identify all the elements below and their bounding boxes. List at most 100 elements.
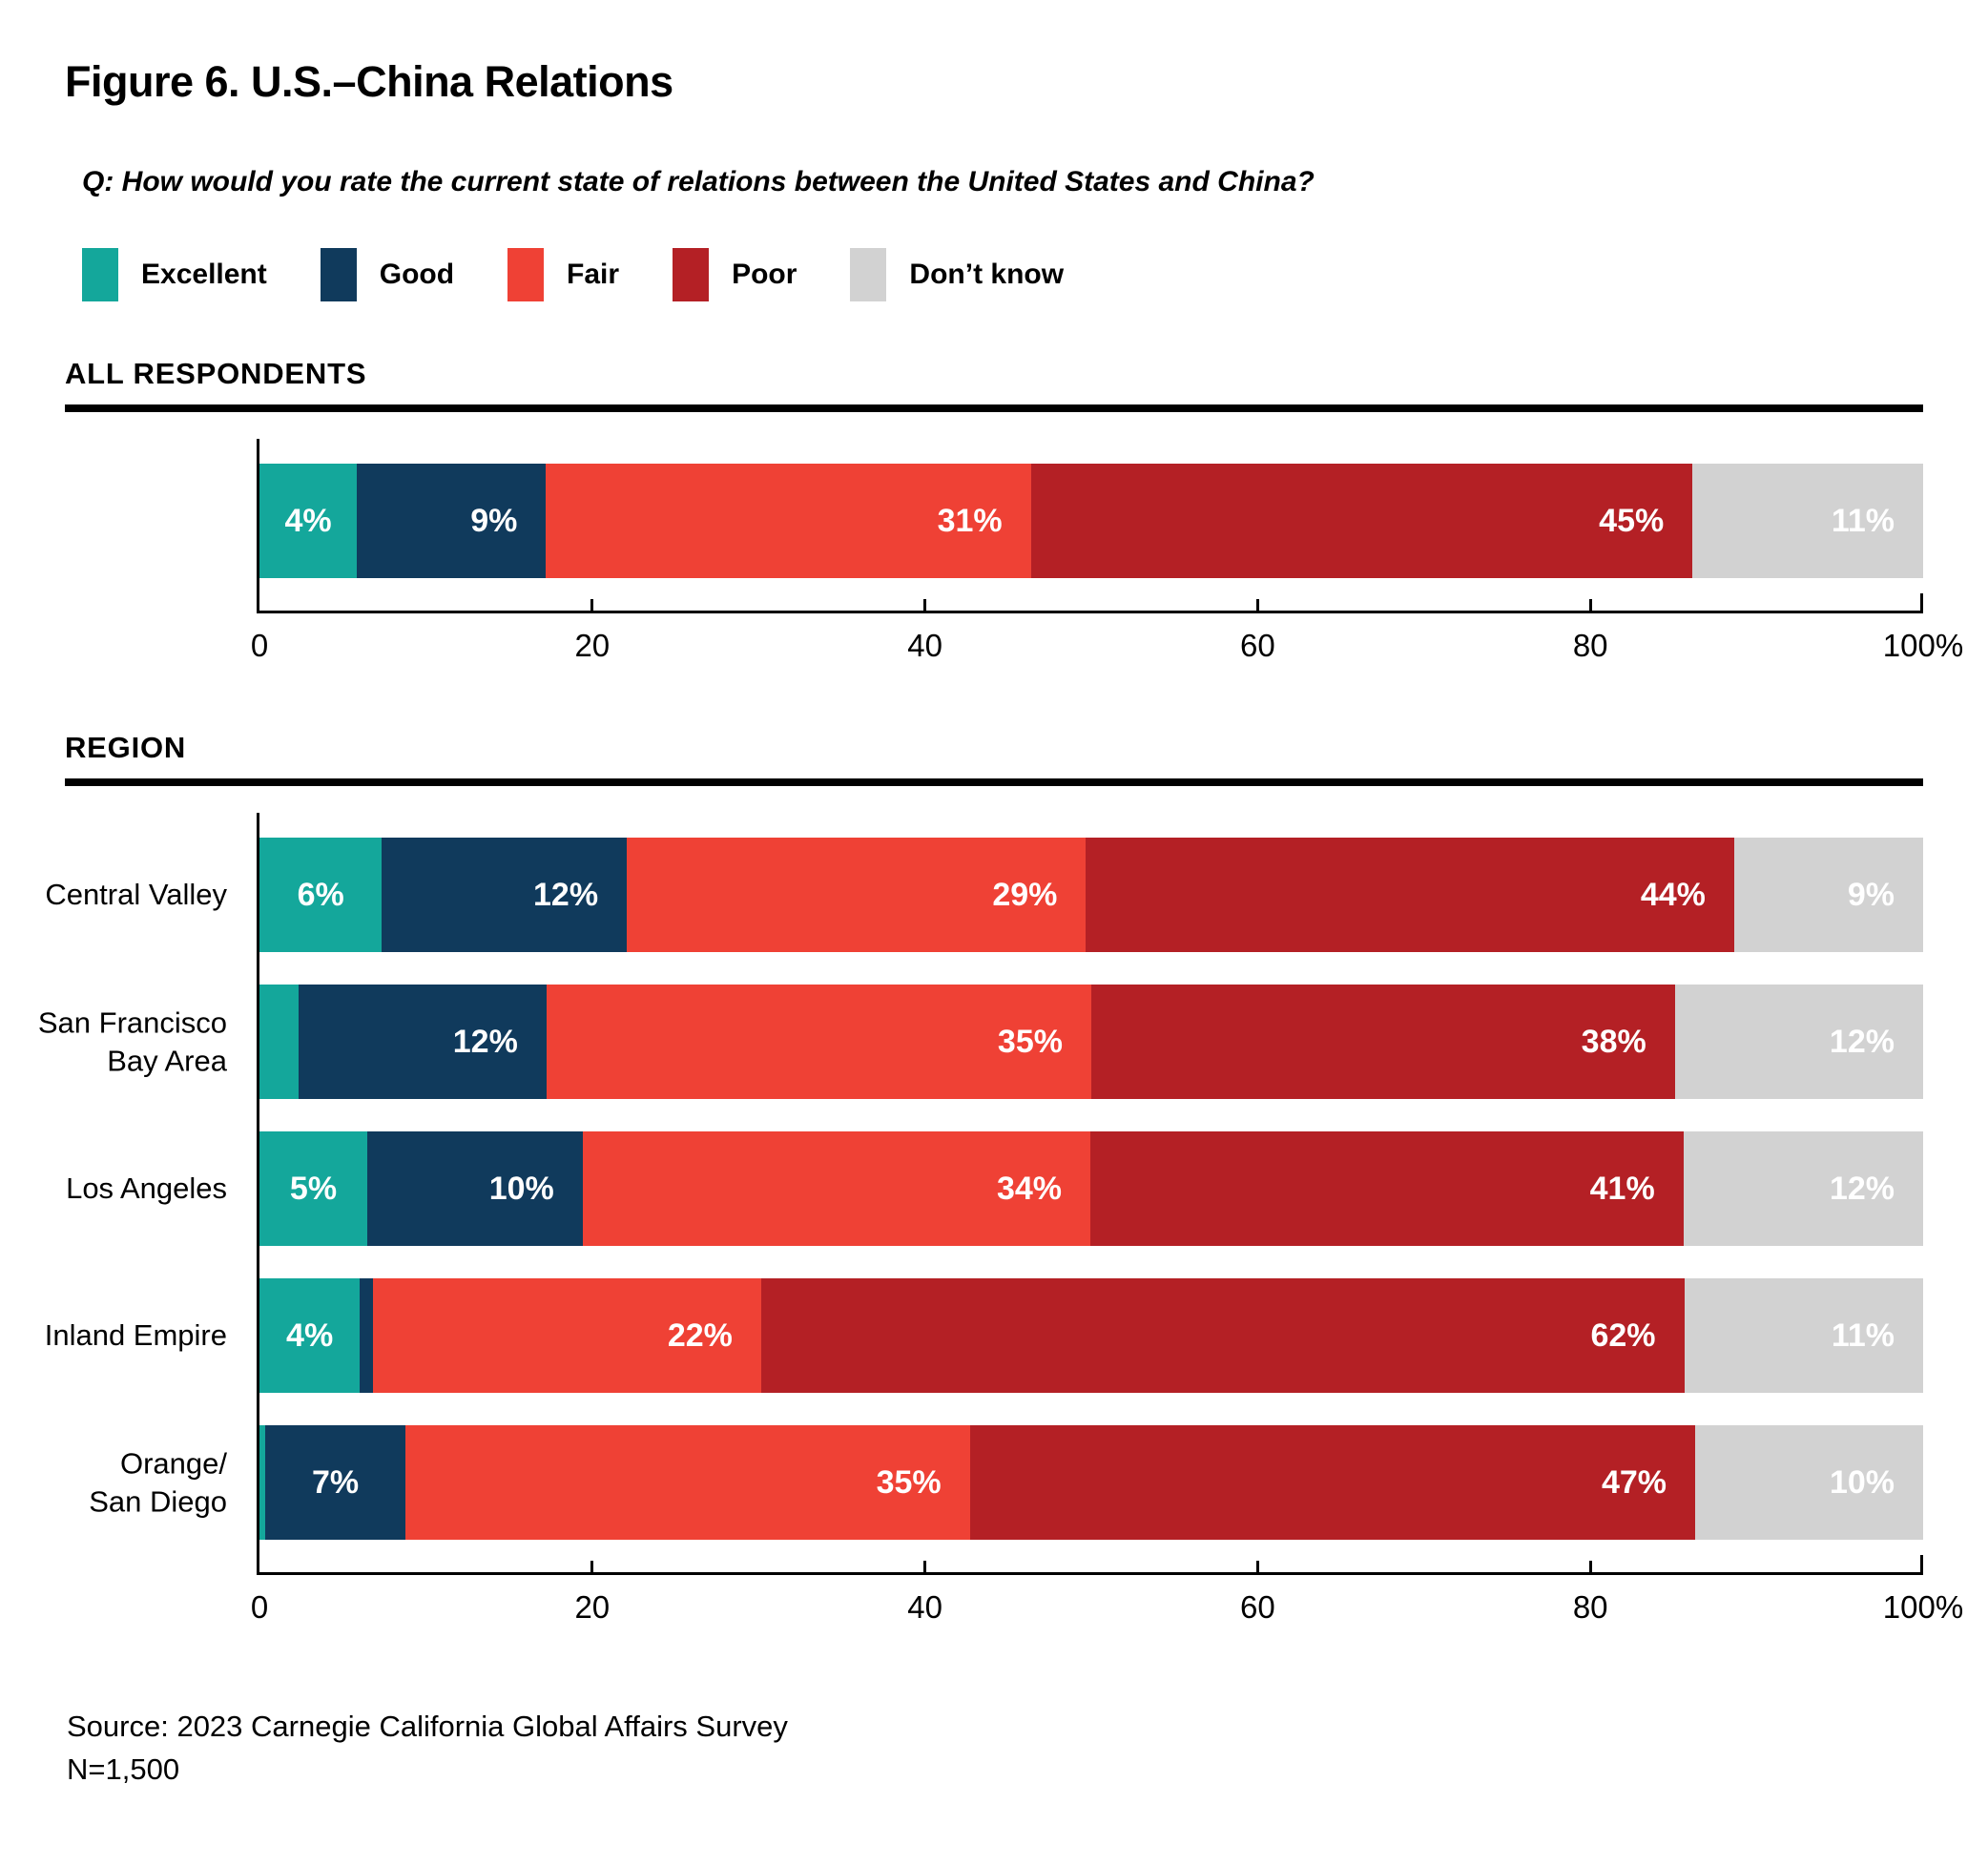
chart-region: Central Valley 6% 12% 29% 44% 9% San Francisco… [38,813,1963,1637]
bar-segment-fair: 35% [546,985,1091,1099]
bar-value-label: 34% [996,1170,1063,1207]
bar-segment-excellent [259,1425,265,1540]
bar-value-label: 35% [997,1023,1063,1060]
section-all-respondents: ALL RESPONDENTS 4% 9% 31% 45% 11% 0 20 40 60 80 10… [65,357,1963,675]
survey-question: Q: How would you rate the current state … [82,166,1315,197]
bar-segment-don-t-know: 11% [1692,464,1923,578]
bar-value-label: 29% [992,876,1058,913]
y-axis-line [257,439,259,613]
legend: Excellent Good Fair Poor Don’t know [82,248,1923,301]
bar-row: Central Valley 6% 12% 29% 44% 9% [45,838,1923,952]
axis-tick-label: 40 [907,1589,942,1625]
bar-segment-excellent [259,985,299,1099]
axis-tick-label: 100% [1882,628,1964,663]
figure-page: Figure 6. U.S.–China Relations Q: How wo… [38,57,1963,1786]
legend-swatch-fair [507,248,545,301]
bar-value-label: 12% [1829,1170,1895,1207]
bar-segment-don-t-know: 12% [1674,985,1923,1099]
bar-row: 4% 9% 31% 45% 11% [259,464,1923,578]
axis-tick [1920,593,1923,613]
figure-title: Figure 6. U.S.–China Relations [65,57,673,106]
bar-value-label: 10% [488,1170,554,1207]
legend-swatch-good [320,248,357,301]
axis-tick [590,599,594,613]
section-rule [65,778,1923,786]
bar-segment-excellent: 4% [259,464,358,578]
bar-value-label: 4% [284,502,332,539]
bar-value-label: 4% [286,1317,334,1354]
axis-tick [1588,599,1592,613]
bar-value-label: 9% [1847,876,1895,913]
axis-tick [923,1561,927,1575]
axis-tick [1255,599,1259,613]
legend-item-excellent: Excellent [82,248,267,301]
bar-segment-don-t-know: 9% [1733,838,1923,952]
axis-tick-label: 0 [250,628,269,663]
legend-label: Don’t know [909,259,1065,290]
legend-label: Excellent [141,259,267,290]
row-label: San Francisco Bay Area [37,1006,227,1077]
plot-area: 4% 9% 31% 45% 11% 0 20 40 60 80 100% [251,439,1963,675]
bar-value-label: 11% [1831,502,1895,539]
legend-label: Poor [732,259,797,290]
axis-tick [1588,1561,1592,1575]
bar-segment-excellent: 6% [259,838,383,952]
legend-swatch-poor [673,248,710,301]
legend-label: Good [379,259,455,290]
bar-value-label: 7% [311,1463,360,1501]
row-label: Central Valley [45,878,227,912]
bar-segment-good [360,1278,374,1393]
bar-value-label: 9% [470,502,518,539]
bar-row: Orange/San Diego 7% 35% 47% 10% [89,1425,1923,1540]
chart-all-respondents: 4% 9% 31% 45% 11% 0 20 40 60 80 100% [65,439,1963,675]
axis-tick-label: 80 [1572,628,1608,663]
bar-segment-poor: 45% [1030,464,1693,578]
bar-segment-poor: 47% [969,1425,1696,1540]
bar-row: San Francisco Bay Area 12% 35% 38% 12% [38,985,1923,1099]
bar-segment-excellent: 4% [259,1278,361,1393]
bar-value-label: 47% [1601,1463,1667,1501]
axis-tick-label: 20 [574,628,611,663]
bar-value-label: 5% [289,1170,338,1207]
axis-tick-label: 60 [1240,1589,1275,1625]
bar-value-label: 35% [876,1463,942,1501]
bar-segment-excellent: 5% [259,1131,367,1246]
axis-tick-label: 60 [1240,628,1275,663]
bar-row: Inland Empire 4% 22% 62% 11% [45,1278,1924,1393]
axis-tick-label: 80 [1572,1589,1608,1625]
axis-tick-label: 20 [574,1589,611,1625]
legend-swatch-excellent [82,248,118,301]
bar-row: Los Angeles 5% 10% 34% 41% 12% [66,1131,1923,1246]
bar-segment-fair: 35% [405,1425,970,1540]
bar-value-label: 6% [297,876,344,913]
plot-area: Central Valley 6% 12% 29% 44% 9% San Francisco… [38,813,1963,1637]
section-title: REGION [65,731,187,764]
bar-value-label: 10% [1829,1463,1895,1501]
legend-item-poor: Poor [673,248,797,301]
row-label: Los Angeles [66,1171,227,1206]
bar-segment-fair: 31% [546,464,1031,578]
bar-value-label: 12% [1829,1023,1895,1060]
x-axis-labels: 0 20 40 60 80 100% [251,628,1963,675]
bar-segment-fair: 22% [373,1278,761,1393]
axis-tick [1255,1561,1259,1575]
row-label: Orange/San Diego [89,1446,227,1518]
legend-item-don-t-know: Don’t know [850,248,1064,301]
y-axis-line [257,813,259,1575]
legend-item-fair: Fair [507,248,619,301]
bar-segment-fair: 34% [582,1131,1091,1246]
bar-segment-good: 9% [357,464,547,578]
bar-segment-fair: 29% [627,838,1087,952]
axis-tick-label: 100% [1882,1589,1964,1625]
bar-segment-good: 7% [264,1425,406,1540]
legend-label: Fair [567,259,620,290]
bar-segment-don-t-know: 10% [1695,1425,1923,1540]
bar-segment-good: 12% [298,985,547,1099]
bar-segment-don-t-know: 11% [1684,1278,1924,1393]
x-axis-line [259,1555,1923,1575]
x-axis-labels: 0 20 40 60 80 100% [251,1589,1963,1637]
bar-segment-good: 12% [382,838,628,952]
axis-tick-label: 40 [907,628,942,663]
bar-value-label: 31% [937,502,1003,539]
legend-item-good: Good [320,248,455,301]
